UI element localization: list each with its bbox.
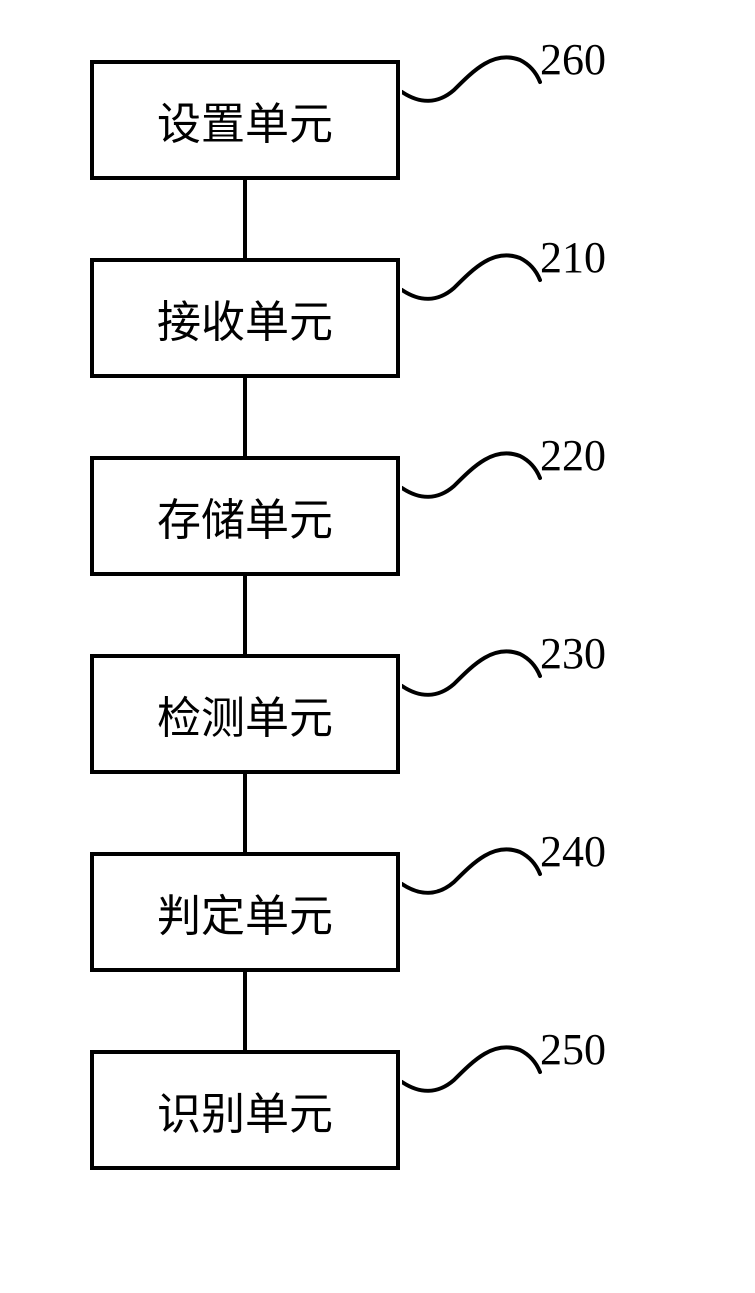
node-label: 存储单元: [157, 484, 333, 548]
node-label: 判定单元: [157, 880, 333, 944]
node-label: 接收单元: [157, 286, 333, 350]
leader-squiggle: [402, 252, 542, 308]
node-label: 设置单元: [157, 88, 333, 152]
connector: [243, 972, 247, 1050]
ref-label: 260: [540, 34, 606, 85]
node-settings-unit: 设置单元: [90, 60, 400, 180]
ref-label: 240: [540, 826, 606, 877]
ref-label: 210: [540, 232, 606, 283]
node-storage-unit: 存储单元: [90, 456, 400, 576]
node-recognition-unit: 识别单元: [90, 1050, 400, 1170]
node-receive-unit: 接收单元: [90, 258, 400, 378]
node-label: 识别单元: [157, 1078, 333, 1142]
leader-squiggle: [402, 846, 542, 902]
ref-label: 250: [540, 1024, 606, 1075]
leader-squiggle: [402, 450, 542, 506]
leader-squiggle: [402, 648, 542, 704]
connector: [243, 378, 247, 456]
leader-squiggle: [402, 54, 542, 110]
connector: [243, 576, 247, 654]
block-diagram: 设置单元 260 接收单元 210 存储单元 220 检测单元 230 判定单元…: [0, 0, 755, 1293]
node-label: 检测单元: [157, 682, 333, 746]
ref-label: 230: [540, 628, 606, 679]
node-judgment-unit: 判定单元: [90, 852, 400, 972]
ref-label: 220: [540, 430, 606, 481]
connector: [243, 774, 247, 852]
leader-squiggle: [402, 1044, 542, 1100]
node-detection-unit: 检测单元: [90, 654, 400, 774]
connector: [243, 180, 247, 258]
